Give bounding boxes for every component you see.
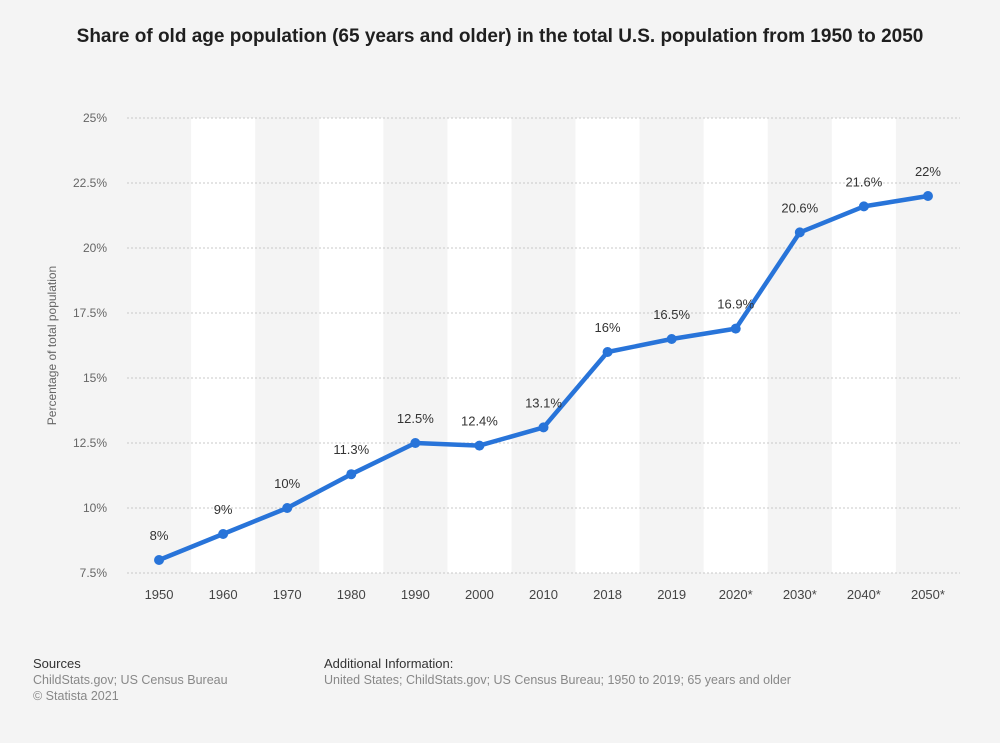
data-label: 16.9%: [717, 297, 754, 312]
data-point: [538, 422, 549, 433]
x-tick-label: 2020*: [719, 587, 753, 602]
column-band: [703, 118, 768, 573]
sources-block: Sources ChildStats.gov; US Census Bureau…: [33, 656, 228, 704]
y-tick-label: 7.5%: [80, 566, 108, 580]
y-tick-label: 25%: [83, 111, 107, 125]
data-point: [922, 191, 933, 201]
y-tick-label: 12.5%: [73, 436, 107, 450]
x-tick-label: 1950: [145, 587, 174, 602]
chart-title: Share of old age population (65 years an…: [76, 26, 924, 47]
line-chart: 7.5% 10% 12.5% 15% 17.5% 20% 22.5% 25% Percentag…: [45, 111, 960, 602]
x-tick-label: 1970: [273, 587, 302, 602]
data-point: [282, 503, 293, 513]
x-tick-label: 2040*: [847, 587, 881, 602]
data-label: 12.5%: [397, 411, 434, 426]
data-point: [346, 469, 357, 480]
data-label: 21.6%: [845, 174, 882, 189]
y-tick-label: 10%: [83, 501, 107, 515]
x-tick-label: 1980: [337, 587, 366, 602]
column-band: [447, 118, 512, 573]
y-tick-label: 22.5%: [73, 176, 107, 190]
data-label: 8%: [150, 528, 169, 543]
data-point: [858, 201, 869, 212]
sources-line: ChildStats.gov; US Census Bureau: [33, 673, 228, 687]
data-label: 20.6%: [781, 200, 818, 215]
data-label: 10%: [274, 476, 300, 491]
x-tick-label: 2018: [593, 587, 622, 602]
x-tick-label: 2000: [465, 587, 494, 602]
x-tick-label: 2030*: [783, 587, 817, 602]
x-tick-label: 2019: [657, 587, 686, 602]
data-label: 12.4%: [461, 414, 498, 429]
data-label: 16.5%: [653, 307, 690, 322]
x-tick-label: 1990: [401, 587, 430, 602]
data-point: [602, 347, 613, 357]
additional-info-heading: Additional Information:: [324, 656, 454, 671]
data-label: 11.3%: [333, 442, 369, 457]
data-point: [730, 323, 741, 334]
data-label: 9%: [214, 502, 233, 517]
data-point: [218, 529, 229, 539]
x-tick-label: 2050*: [911, 587, 945, 602]
data-point: [474, 440, 485, 451]
y-axis-label: Percentage of total population: [45, 266, 59, 425]
column-band: [319, 118, 384, 573]
data-label: 16%: [595, 320, 621, 335]
additional-info-text: United States; ChildStats.gov; US Census…: [324, 673, 791, 687]
data-point: [410, 438, 421, 448]
data-point: [666, 334, 677, 344]
column-band: [831, 118, 896, 573]
x-tick-label: 1960: [209, 587, 238, 602]
y-tick-label: 15%: [83, 371, 107, 385]
y-tick-label: 17.5%: [73, 306, 107, 320]
data-label: 13.1%: [525, 395, 562, 410]
y-tick-label: 20%: [83, 241, 107, 255]
copyright-line: © Statista 2021: [33, 689, 119, 703]
data-point: [154, 555, 165, 565]
column-band: [191, 118, 256, 573]
sources-heading: Sources: [33, 656, 81, 671]
data-label: 22%: [915, 164, 941, 179]
x-tick-label: 2010: [529, 587, 558, 602]
data-point: [794, 227, 805, 238]
additional-info-block: Additional Information: United States; C…: [324, 656, 791, 688]
